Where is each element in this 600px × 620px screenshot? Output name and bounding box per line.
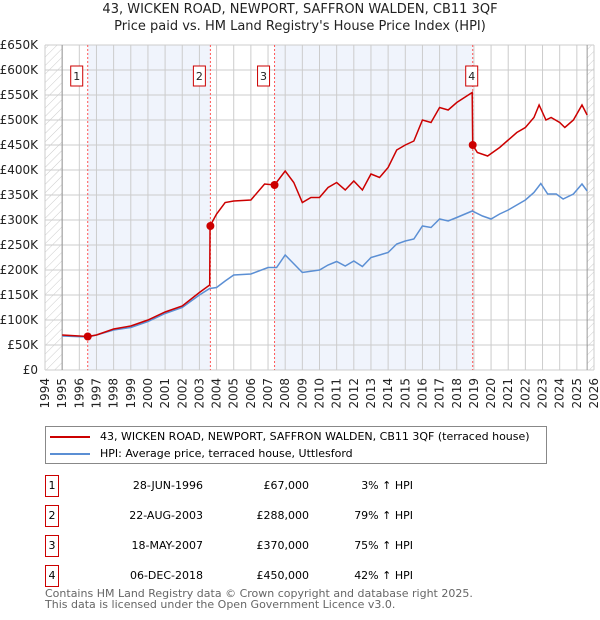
sale-label-box — [257, 65, 271, 87]
x-tick-label: 2023 — [536, 378, 550, 409]
sale-price: £67,000 — [263, 479, 310, 492]
x-tick-label: 2009 — [295, 378, 309, 409]
hpi-change: 79% ↑ HPI — [354, 509, 413, 522]
x-tick-label: 2002 — [175, 378, 189, 409]
x-tick-label: 2016 — [415, 378, 429, 409]
legend-label-hpi: HPI: Average price, terraced house, Uttl… — [100, 447, 353, 460]
hpi-change: 75% ↑ HPI — [354, 539, 413, 552]
x-tick-label: 2022 — [518, 378, 532, 409]
x-tick-label: 2003 — [192, 378, 206, 409]
table-row: 1 28-JUN-1996 £67,000 3% ↑ HPI — [45, 475, 445, 497]
x-tick-label: 2004 — [210, 378, 224, 409]
x-tick-label: 1999 — [124, 378, 138, 409]
sale-point — [468, 141, 477, 149]
hpi-change: 3% ↑ HPI — [361, 479, 413, 492]
sale-price: £450,000 — [256, 569, 310, 582]
x-tick-label: 2017 — [433, 378, 447, 409]
hpi-series-line — [62, 182, 588, 338]
sale-point — [270, 181, 279, 189]
y-tick-label: £200K — [0, 263, 39, 277]
sale-marker-badge: 1 — [45, 475, 59, 497]
x-tick-label: 2015 — [398, 378, 412, 409]
sale-label-box — [192, 65, 206, 87]
blue-line-swatch — [50, 452, 90, 455]
x-tick-label: 2012 — [347, 378, 361, 409]
table-row: 2 22-AUG-2003 £288,000 79% ↑ HPI — [45, 505, 445, 527]
y-tick-label: £600K — [0, 63, 39, 77]
x-tick-label: 1995 — [55, 378, 69, 409]
chart-subtitle: Price paid vs. HM Land Registry's House … — [114, 19, 486, 34]
x-tick-label: 2008 — [278, 378, 292, 409]
x-tick-label: 2021 — [501, 378, 515, 409]
sale-label: 3 — [260, 70, 267, 83]
y-tick-label: £300K — [0, 213, 39, 227]
x-tick-label: 2026 — [587, 378, 600, 409]
sale-label: 2 — [196, 70, 203, 83]
sale-label: 1 — [73, 70, 80, 83]
red-line-swatch — [50, 435, 90, 438]
sale-label: 4 — [468, 70, 475, 83]
y-tick-label: £150K — [0, 288, 39, 302]
sale-date: 18-MAY-2007 — [131, 539, 203, 552]
x-tick-label: 1997 — [89, 378, 103, 409]
sale-marker-badge: 4 — [45, 565, 59, 587]
sale-date: 22-AUG-2003 — [129, 509, 203, 522]
legend-item-property: 43, WICKEN ROAD, NEWPORT, SAFFRON WALDEN… — [50, 430, 530, 443]
x-tick-label: 1994 — [38, 378, 52, 409]
sale-price: £288,000 — [256, 509, 310, 522]
x-tick-label: 2014 — [381, 378, 395, 409]
x-tick-label: 2024 — [553, 378, 567, 409]
sale-marker-badge: 3 — [45, 535, 59, 557]
y-tick-label: £100K — [0, 313, 39, 327]
sale-price: £370,000 — [256, 539, 310, 552]
legend-label-property: 43, WICKEN ROAD, NEWPORT, SAFFRON WALDEN… — [100, 430, 530, 443]
sale-point — [83, 332, 92, 341]
x-tick-label: 2018 — [450, 378, 464, 409]
y-tick-label: £400K — [0, 163, 39, 177]
y-tick-label: £350K — [0, 188, 39, 202]
table-row: 4 06-DEC-2018 £450,000 42% ↑ HPI — [45, 565, 445, 587]
sale-date: 28-JUN-1996 — [132, 479, 203, 492]
footer-attribution: Contains HM Land Registry data © Crown c… — [45, 588, 473, 610]
sale-label-box — [465, 65, 479, 87]
hatched-no-data-region — [587, 45, 594, 370]
hpi-change: 42% ↑ HPI — [354, 569, 413, 582]
sale-marker-badge: 2 — [45, 505, 59, 527]
shaded-ownership-band — [87, 45, 211, 370]
table-row: 3 18-MAY-2007 £370,000 75% ↑ HPI — [45, 535, 445, 557]
sale-point — [206, 222, 215, 230]
y-tick-label: £650K — [0, 38, 39, 52]
x-tick-label: 1998 — [107, 378, 121, 409]
x-tick-label: 2011 — [330, 378, 344, 409]
sale-label-box — [70, 65, 84, 87]
x-tick-label: 2020 — [484, 378, 498, 409]
x-tick-label: 2025 — [570, 378, 584, 409]
sale-date: 06-DEC-2018 — [129, 569, 203, 582]
line-chart: 1994 1995 1996 1997 1998 1999 2000 2001 2002 2003… — [0, 38, 600, 409]
shaded-ownership-band — [274, 45, 473, 370]
footer-copyright: Contains HM Land Registry data © Crown c… — [45, 587, 473, 600]
x-tick-label: 1996 — [72, 378, 86, 409]
legend: 43, WICKEN ROAD, NEWPORT, SAFFRON WALDEN… — [45, 426, 547, 464]
y-tick-label: £250K — [0, 238, 39, 252]
x-tick-label: 2001 — [158, 378, 172, 409]
x-tick-label: 2013 — [364, 378, 378, 409]
y-tick-label: £500K — [0, 113, 39, 127]
chart-title: 43, WICKEN ROAD, NEWPORT, SAFFRON WALDEN… — [102, 2, 498, 17]
property-series-line — [62, 91, 588, 338]
x-tick-label: 2010 — [313, 378, 327, 409]
legend-item-hpi: HPI: Average price, terraced house, Uttl… — [50, 447, 353, 460]
x-tick-label: 2006 — [244, 378, 258, 409]
x-tick-label: 2005 — [227, 378, 241, 409]
footer-licence: This data is licensed under the Open Gov… — [45, 598, 396, 611]
y-tick-label: £550K — [0, 88, 39, 102]
y-tick-label: £50K — [7, 338, 39, 352]
hatched-no-data-region — [45, 45, 63, 370]
x-tick-label: 2000 — [141, 378, 155, 409]
x-tick-label: 2007 — [261, 378, 275, 409]
y-tick-label: £450K — [0, 138, 39, 152]
y-tick-label: £0 — [23, 363, 38, 377]
x-tick-label: 2019 — [467, 378, 481, 409]
